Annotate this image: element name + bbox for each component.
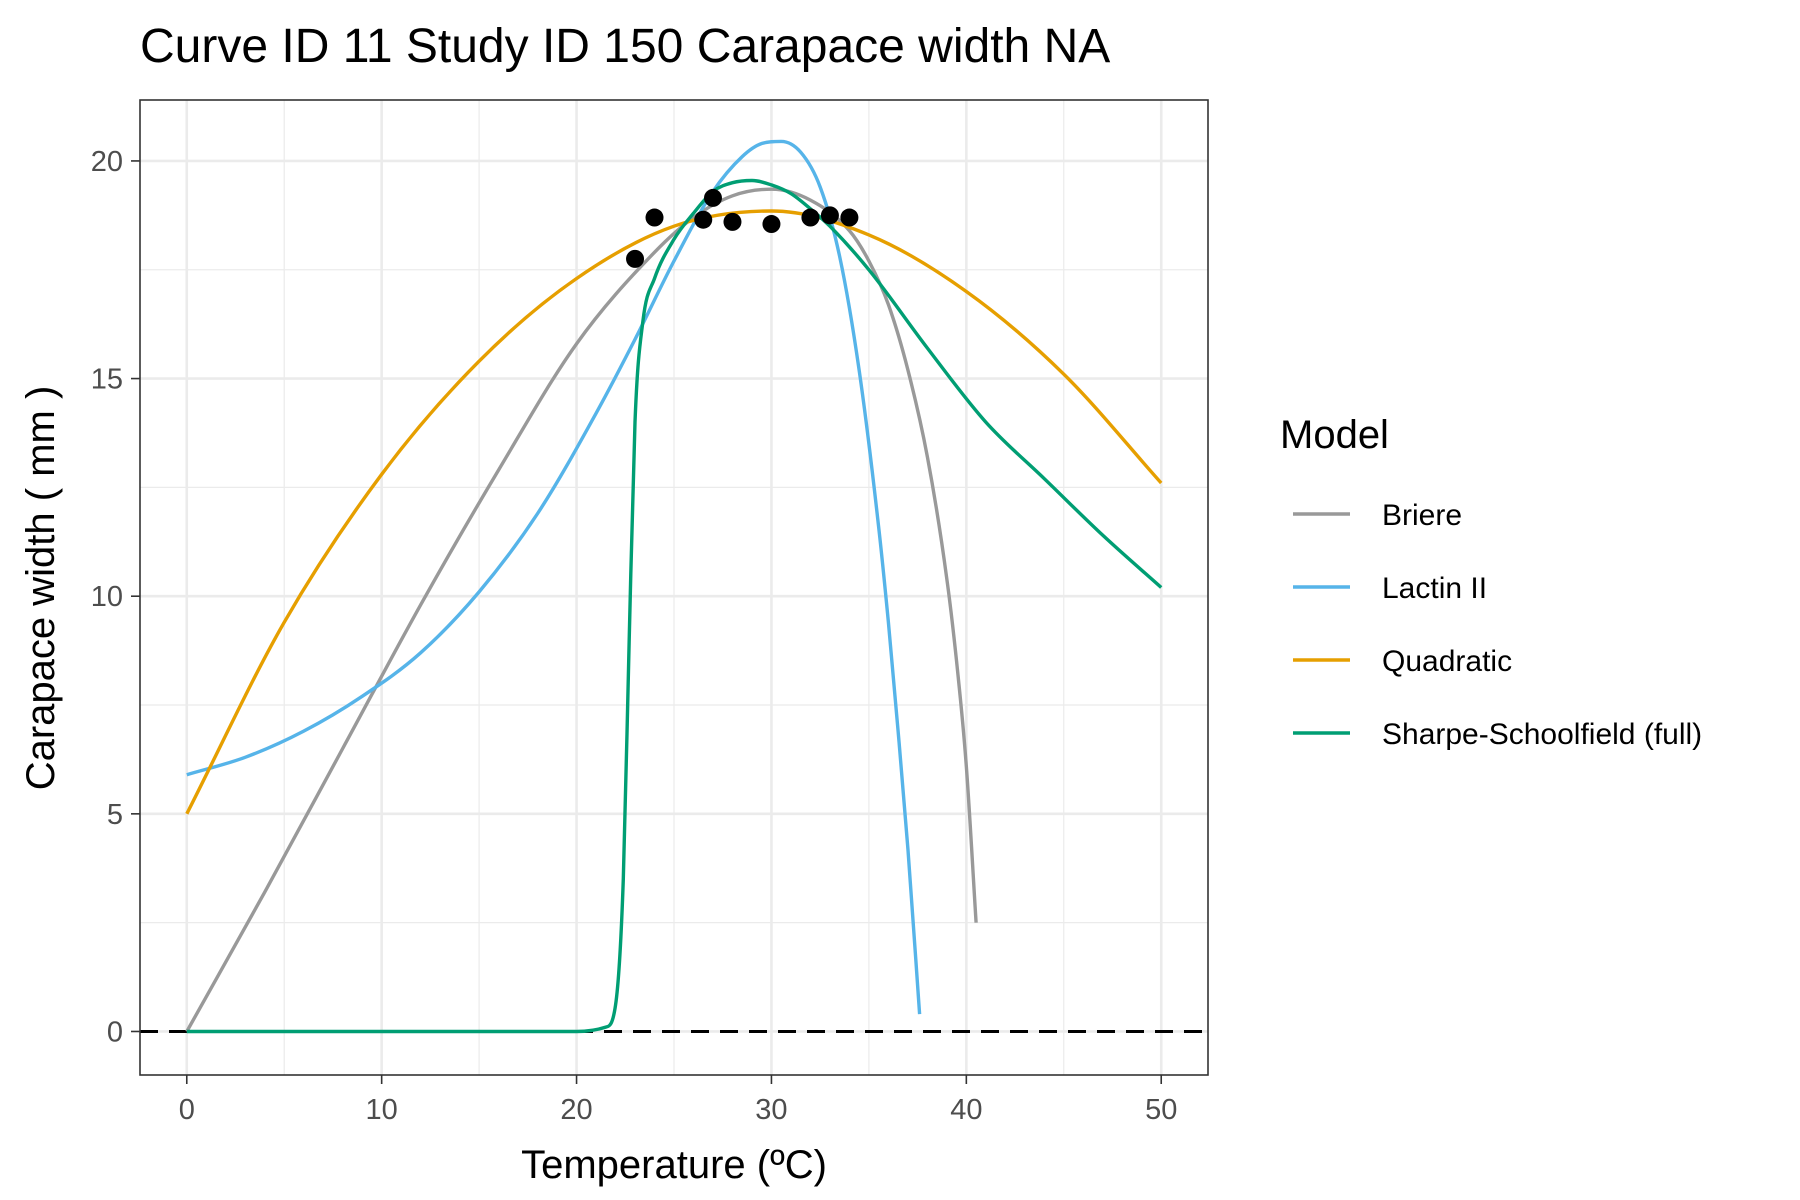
x-axis-label: Temperature (ºC) xyxy=(521,1143,827,1187)
data-point xyxy=(645,208,664,227)
legend: Model Briere Lactin II Quadratic Sharpe-Sch… xyxy=(1280,413,1702,751)
data-point xyxy=(723,212,742,231)
y-tick-label: 10 xyxy=(91,581,123,613)
y-tick-label: 5 xyxy=(107,799,123,831)
series-line-briere xyxy=(185,187,978,1033)
y-tick-label: 0 xyxy=(107,1016,123,1048)
legend-label-briere: Briere xyxy=(1382,499,1462,532)
x-tick-label: 20 xyxy=(560,1094,592,1126)
y-axis: 0 5 10 15 20 xyxy=(91,146,140,1048)
data-point xyxy=(820,206,839,225)
data-point xyxy=(762,215,781,234)
data-point xyxy=(801,208,820,227)
y-tick-label: 15 xyxy=(91,364,123,396)
x-tick-label: 50 xyxy=(1145,1094,1177,1126)
legend-label-sharpe-schoolfield-full: Sharpe-Schoolfield (full) xyxy=(1382,718,1702,751)
series-line-quadratic xyxy=(185,209,1163,815)
series-line-lactin-ii xyxy=(186,139,922,1015)
chart-title: Curve ID 11 Study ID 150 Carapace width … xyxy=(140,20,1110,73)
x-tick-label: 0 xyxy=(179,1094,195,1126)
legend-label-quadratic: Quadratic xyxy=(1382,645,1512,678)
data-point xyxy=(703,188,722,207)
x-tick-label: 30 xyxy=(755,1094,787,1126)
x-tick-label: 40 xyxy=(950,1094,982,1126)
x-tick-label: 10 xyxy=(366,1094,398,1126)
legend-label-lactin-ii: Lactin II xyxy=(1382,572,1487,605)
data-point xyxy=(626,249,645,268)
y-tick-label: 20 xyxy=(91,146,123,178)
series-layer xyxy=(185,139,1163,1034)
x-axis: 0 10 20 30 40 50 xyxy=(179,1075,1177,1126)
data-point xyxy=(694,210,713,229)
legend-title: Model xyxy=(1280,413,1389,457)
y-axis-label: Carapace width ( mm ) xyxy=(19,386,63,791)
plot-border xyxy=(139,99,1209,1076)
observed-points xyxy=(626,188,859,268)
series-line-sharpe-schoolfield-full xyxy=(186,178,1163,1034)
data-point xyxy=(840,208,859,227)
